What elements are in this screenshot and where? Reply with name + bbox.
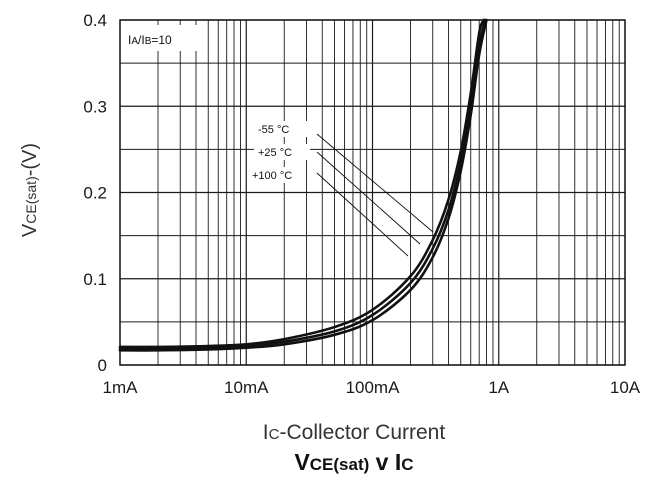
y-tick-label: 0 <box>98 356 107 375</box>
series-label: +100 °C <box>252 170 292 182</box>
series-leader-lines <box>316 133 434 257</box>
condition-label: IA/IB=10 <box>128 33 172 47</box>
y-tick-label: 0.2 <box>83 184 107 203</box>
series-label: -55 °C <box>258 124 289 136</box>
series-label-bg <box>248 167 304 183</box>
y-axis-title: VCE(sat)-(V) <box>19 143 41 237</box>
series-label: +25 °C <box>258 147 292 159</box>
x-tick-label: 100mA <box>346 378 401 397</box>
series-leader-line <box>316 172 409 257</box>
y-tick-label: 0.4 <box>83 11 107 30</box>
series-curves <box>118 18 488 352</box>
y-tick-label: 0.1 <box>83 270 107 289</box>
y-tick-labels: 0 0.1 0.2 0.3 0.4 <box>83 11 107 375</box>
series-leader-line <box>316 151 421 245</box>
x-tick-label: 10mA <box>224 378 269 397</box>
series-curve-2 <box>118 18 485 349</box>
x-tick-labels: 1mA 10mA 100mA 1A 10A <box>103 378 641 397</box>
series-curve-0 <box>118 18 488 352</box>
condition-box <box>123 25 205 51</box>
series-leader-line <box>316 133 434 233</box>
series-label-bg <box>254 121 310 137</box>
series-curve-1 <box>118 18 487 350</box>
x-axis-title: IC-Collector Current <box>263 421 446 444</box>
series-labels: -55 °C +25 °C +100 °C <box>248 121 310 183</box>
x-tick-label: 1mA <box>103 378 139 397</box>
y-tick-label: 0.3 <box>83 97 107 116</box>
chart-title: VCE(sat) v IC <box>294 449 413 475</box>
plot-frame <box>119 19 626 366</box>
series-label-bg <box>254 144 310 160</box>
x-tick-label: 10A <box>610 378 641 397</box>
x-tick-label: 1A <box>488 378 509 397</box>
